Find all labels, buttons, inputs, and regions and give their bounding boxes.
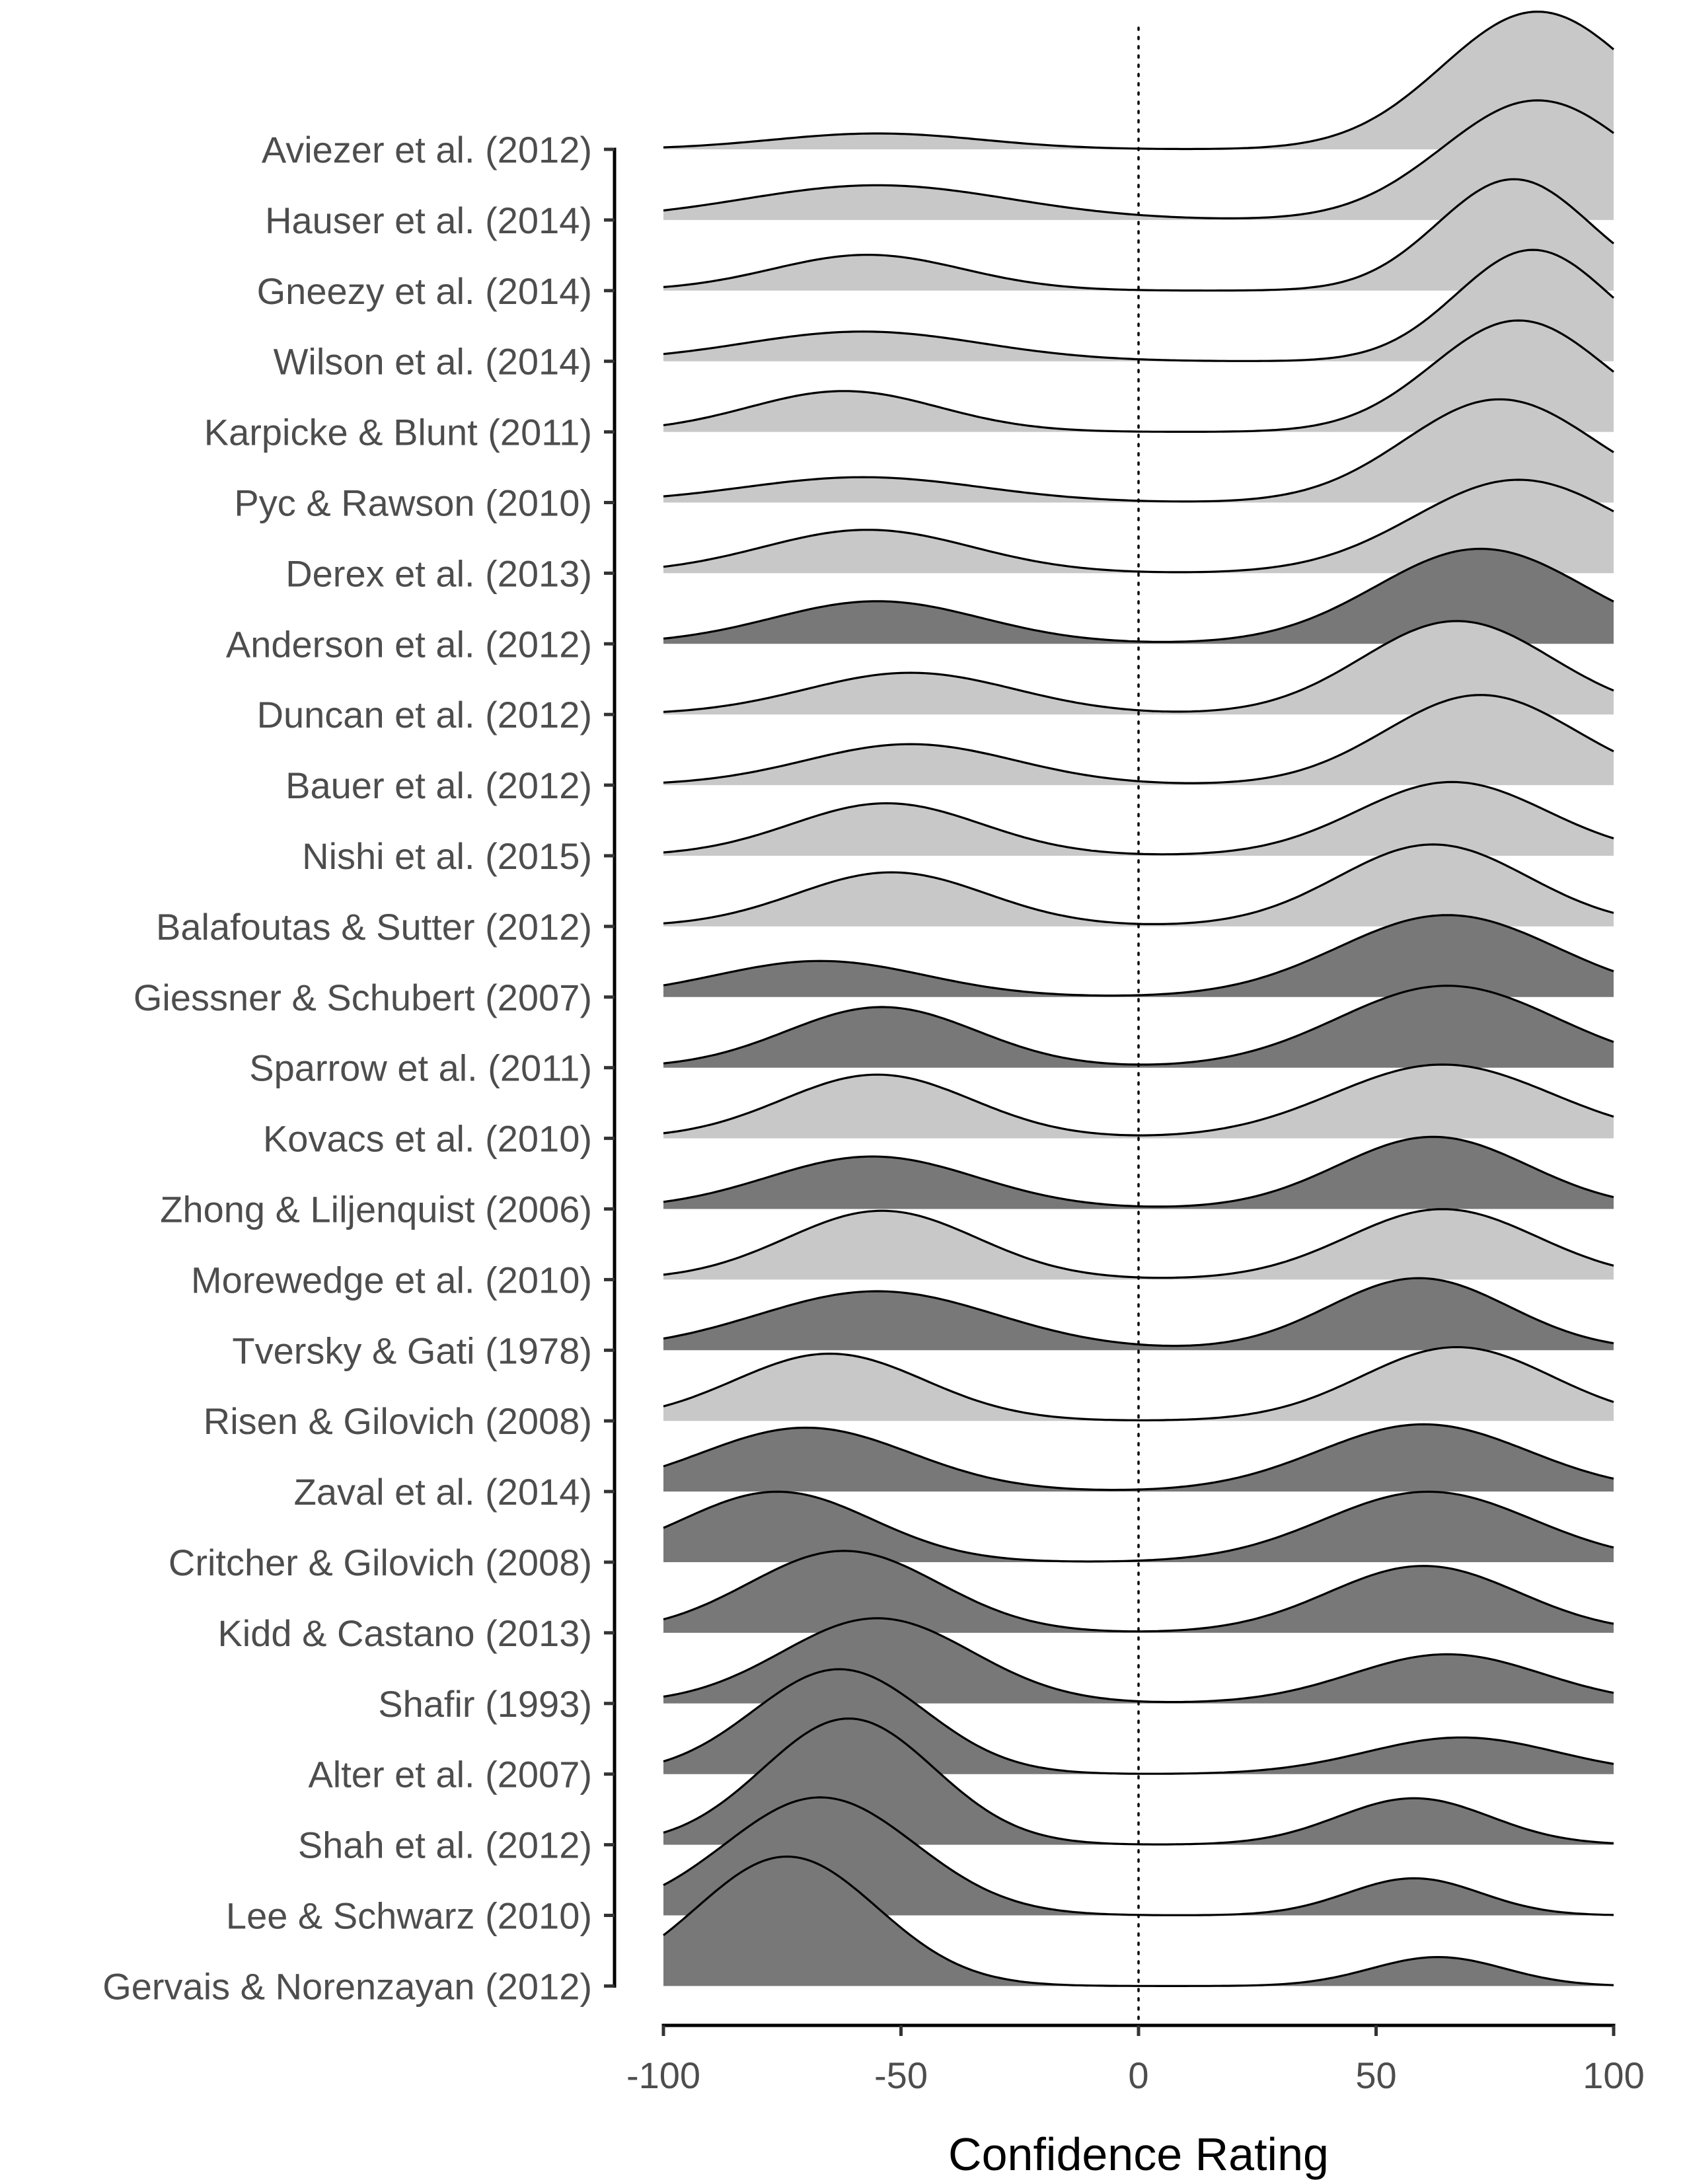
y-tick-label-2: Hauser et al. (2014): [265, 200, 592, 241]
x-tick-label-4: 50: [1355, 2054, 1396, 2096]
y-tick-label-1: Aviezer et al. (2012): [262, 129, 592, 170]
ridge-outline-15: [663, 1063, 1614, 1137]
y-tick-label-20: Zaval et al. (2014): [294, 1471, 592, 1513]
ridge-outline-13: [663, 914, 1614, 997]
y-tick-label-7: Derex et al. (2013): [285, 552, 592, 594]
y-tick-label-21: Critcher & Gilovich (2008): [168, 1542, 592, 1583]
ridge-fill-12: [663, 844, 1614, 926]
y-tick-label-5: Karpicke & Blunt (2011): [204, 412, 592, 453]
ridge-outline-5: [663, 319, 1614, 433]
y-tick-label-13: Giessner & Schubert (2007): [133, 977, 592, 1018]
y-tick-label-25: Shah et al. (2012): [298, 1825, 592, 1866]
y-tick-label-24: Alter et al. (2007): [308, 1754, 592, 1795]
y-tick-label-17: Morewedge et al. (2010): [191, 1259, 592, 1300]
x-axis: -100 -50 0 50 100: [626, 2023, 1645, 2096]
y-tick-label-12: Balafoutas & Sutter (2012): [156, 906, 592, 948]
y-tick-label-4: Wilson et al. (2014): [274, 341, 592, 383]
y-tick-label-8: Anderson et al. (2012): [226, 623, 592, 665]
ridges-layer: [663, 11, 1615, 1987]
ridge-fill-7: [663, 480, 1614, 574]
ridge-outline-10: [663, 694, 1614, 784]
y-tick-label-3: Gneezy et al. (2014): [257, 270, 592, 312]
ridge-outline-22: [663, 1550, 1614, 1633]
ridge-fill-22: [663, 1550, 1614, 1633]
ridge-fill-20: [663, 1424, 1614, 1492]
ridge-fill-11: [663, 782, 1614, 856]
ridge-fill-14: [663, 985, 1614, 1068]
x-axis-title: Confidence Rating: [948, 2128, 1329, 2180]
ridge-fill-26: [663, 1797, 1614, 1916]
ridge-outline-9: [663, 620, 1614, 713]
ridge-outline-12: [663, 843, 1614, 925]
ridge-fill-5: [663, 320, 1614, 432]
ridge-fill-8: [663, 548, 1614, 644]
ridge-fill-19: [663, 1347, 1614, 1421]
ridge-fill-15: [663, 1065, 1614, 1139]
ridge-outline-8: [663, 547, 1614, 643]
ridge-outline-3: [663, 178, 1615, 292]
ridge-fill-21: [663, 1491, 1614, 1562]
y-tick-label-14: Sparrow et al. (2011): [249, 1047, 592, 1089]
x-tick-label-5: 100: [1583, 2054, 1644, 2096]
ridge-fill-23: [663, 1618, 1614, 1704]
ridge-fill-25: [663, 1718, 1614, 1845]
ridge-fill-17: [663, 1209, 1614, 1280]
ridge-fill-18: [663, 1278, 1614, 1351]
y-tick-label-22: Kidd & Castano (2013): [217, 1612, 592, 1654]
y-axis: Aviezer et al. (2012) Hauser et al. (2014…: [102, 129, 617, 2007]
ridge-outline-24: [663, 1668, 1614, 1775]
ridge-outline-4: [663, 248, 1615, 362]
ridge-fill-6: [663, 399, 1614, 503]
ridge-fill-13: [663, 915, 1614, 997]
y-tick-label-27: Gervais & Norenzayan (2012): [102, 1965, 592, 2007]
y-tick-label-11: Nishi et al. (2015): [302, 835, 592, 877]
y-tick-label-16: Zhong & Liljenquist (2006): [160, 1189, 592, 1230]
y-tick-label-19: Risen & Gilovich (2008): [204, 1400, 592, 1442]
y-tick-label-9: Duncan et al. (2012): [257, 694, 592, 735]
y-tick-label-23: Shafir (1993): [378, 1683, 592, 1725]
ridge-fill-2: [663, 100, 1614, 220]
ridge-fill-27: [663, 1856, 1614, 1986]
x-tick-label-1: -100: [626, 2054, 700, 2096]
ridge-outline-16: [663, 1135, 1614, 1208]
ridge-outline-21: [663, 1490, 1614, 1563]
y-tick-label-26: Lee & Schwarz (2010): [226, 1895, 592, 1937]
x-tick-label-2: -50: [874, 2054, 928, 2096]
ridge-outline-7: [663, 478, 1614, 574]
ridge-fill-10: [663, 695, 1614, 786]
ridge-fill-3: [663, 179, 1614, 291]
y-tick-label-18: Tversky & Gati (1978): [232, 1330, 592, 1371]
ridge-outline-19: [663, 1345, 1614, 1421]
y-tick-label-10: Bauer et al. (2012): [285, 765, 592, 806]
y-tick-label-6: Pyc & Rawson (2010): [234, 482, 592, 524]
ridge-fill-9: [663, 621, 1614, 715]
ridge-fill-16: [663, 1137, 1614, 1209]
ridge-outline-25: [663, 1717, 1614, 1846]
y-tick-label-15: Kovacs et al. (2010): [263, 1118, 592, 1160]
x-tick-label-3: 0: [1128, 2054, 1148, 2096]
ridge-outline-27: [663, 1855, 1614, 1987]
